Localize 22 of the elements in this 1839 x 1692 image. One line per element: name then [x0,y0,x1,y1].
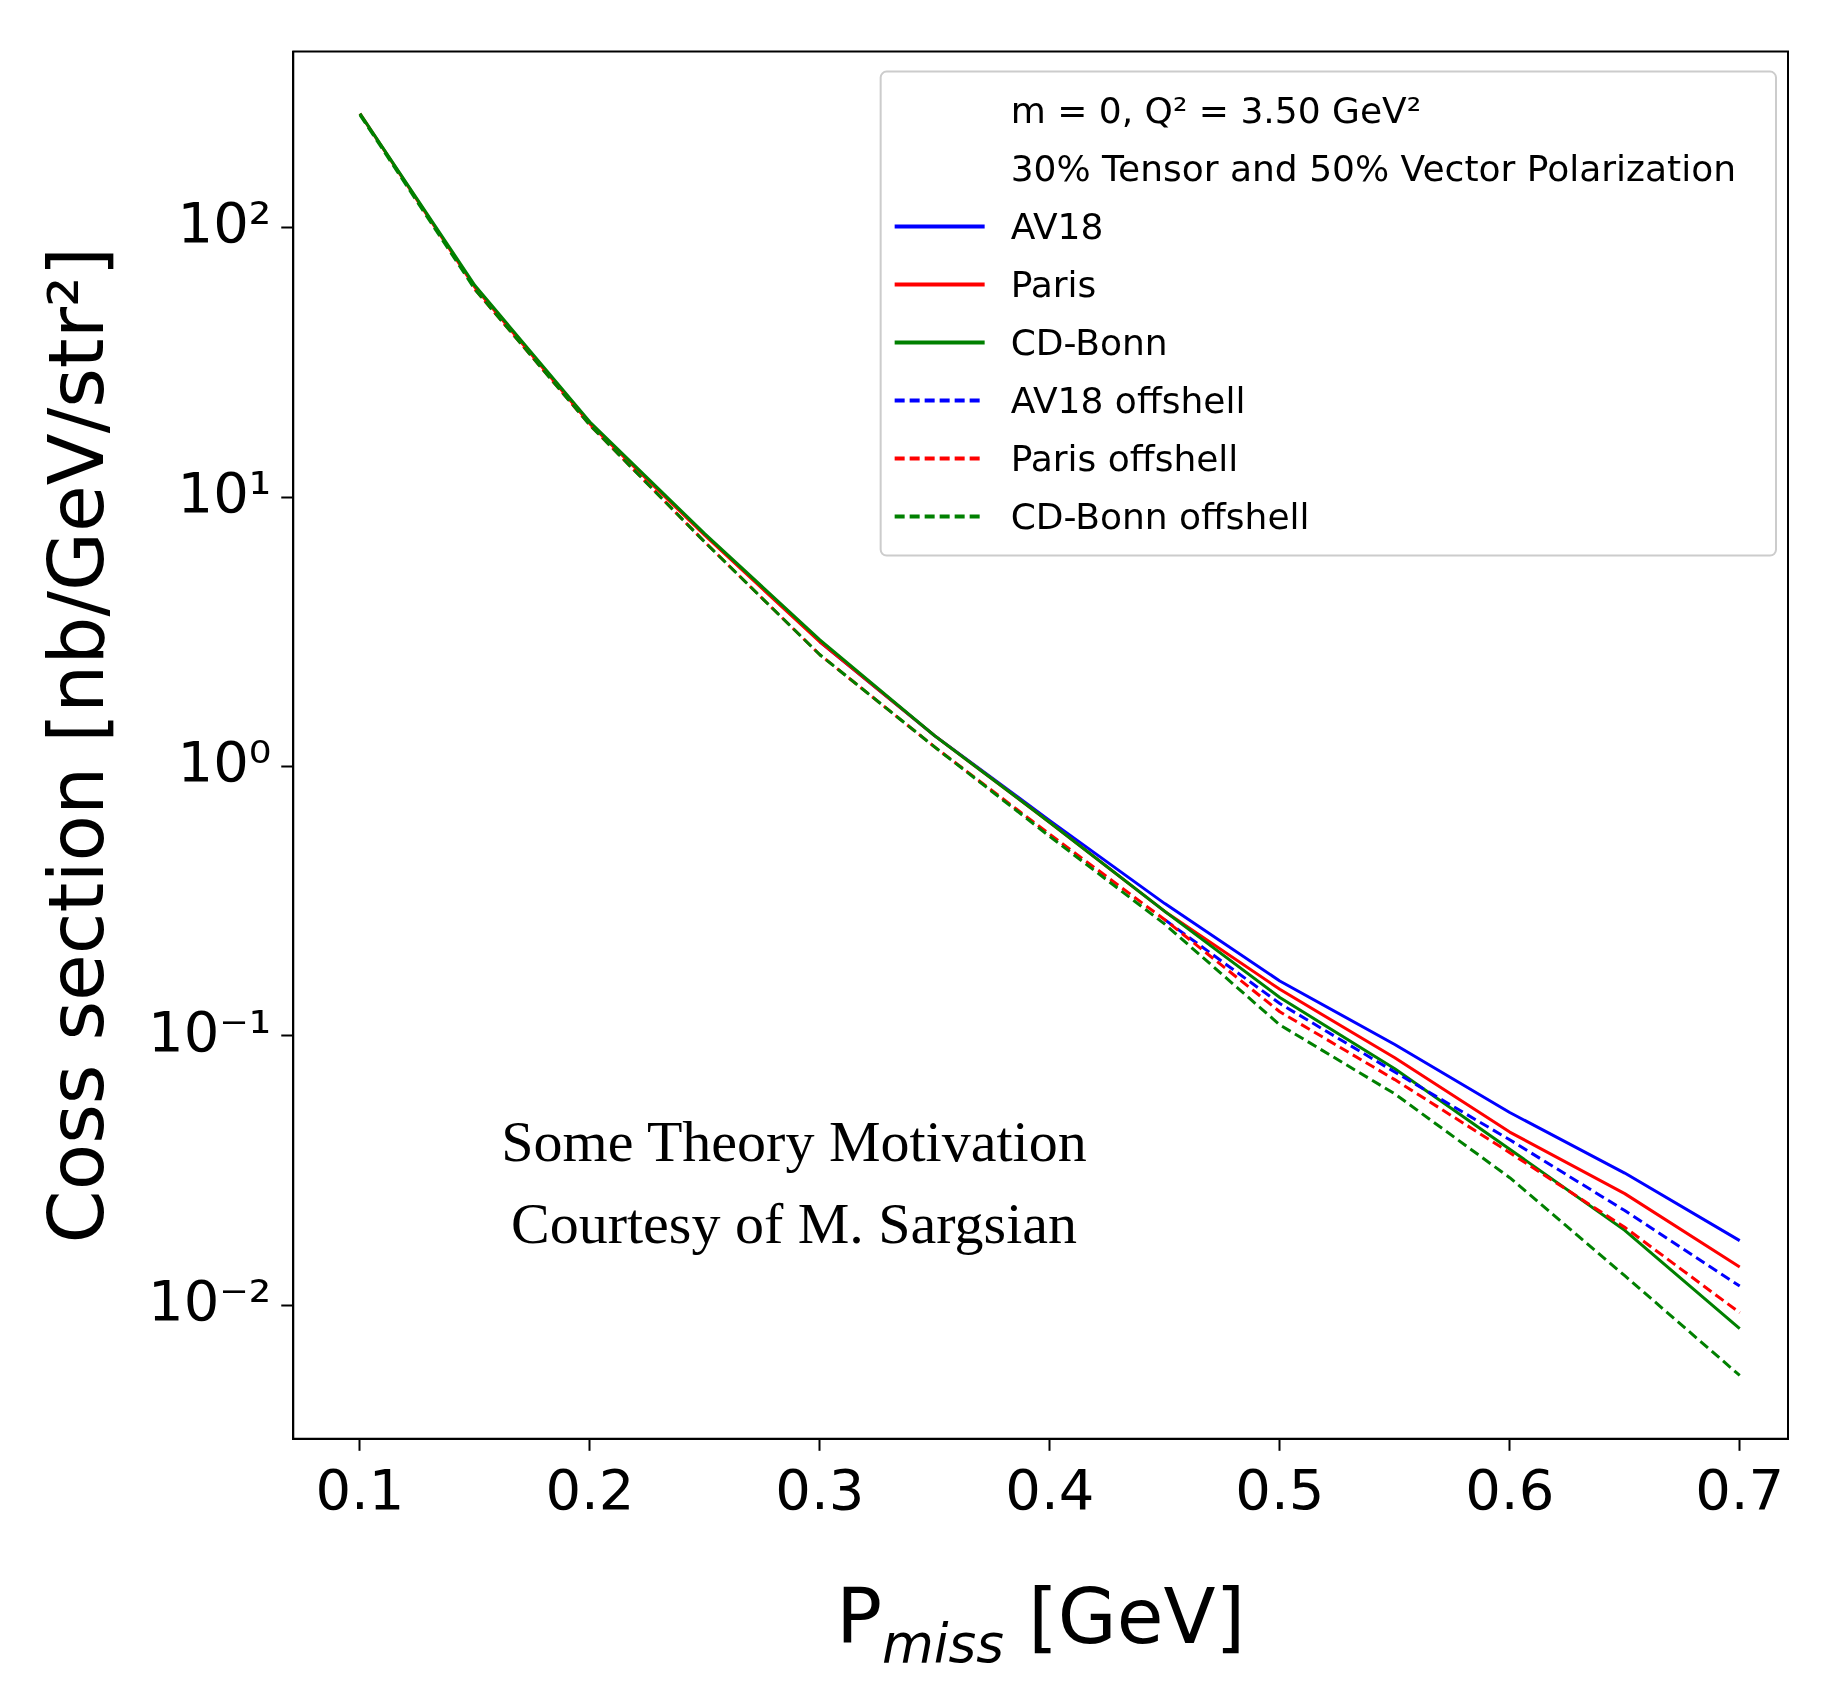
y-tick-label: 10¹ [177,459,272,525]
legend-label: Paris [1010,264,1097,306]
legend-label: Paris offshell [1010,438,1239,480]
y-axis-title: Coss section [nb/GeV/str²] [32,246,121,1244]
x-tick-label: 0.6 [1465,1456,1555,1522]
legend-label: AV18 [1010,206,1104,248]
x-tick-label: 0.7 [1695,1456,1785,1522]
y-tick-label: 10⁻¹ [148,998,272,1064]
legend-label: CD-Bonn offshell [1010,496,1310,538]
y-tick-label: 10² [177,190,272,256]
x-tick-label: 0.4 [1005,1456,1095,1522]
annotation: Courtesy of M. Sargsian [510,1191,1078,1257]
x-tick-label: 0.5 [1235,1456,1325,1522]
x-tick-label: 0.3 [775,1456,865,1522]
x-tick-label: 0.1 [315,1456,405,1522]
y-tick-label: 10⁰ [177,729,272,795]
y-tick-label: 10⁻² [148,1268,272,1333]
x-tick-label: 0.2 [545,1456,635,1522]
legend-label: CD-Bonn [1010,322,1168,364]
legend-title: m = 0, Q² = 3.50 GeV² 30% Tensor and 50% Vector Polarization [1010,90,1736,190]
legend-label: AV18 offshell [1010,380,1246,422]
annotation: Some Theory Motivation [501,1109,1087,1175]
